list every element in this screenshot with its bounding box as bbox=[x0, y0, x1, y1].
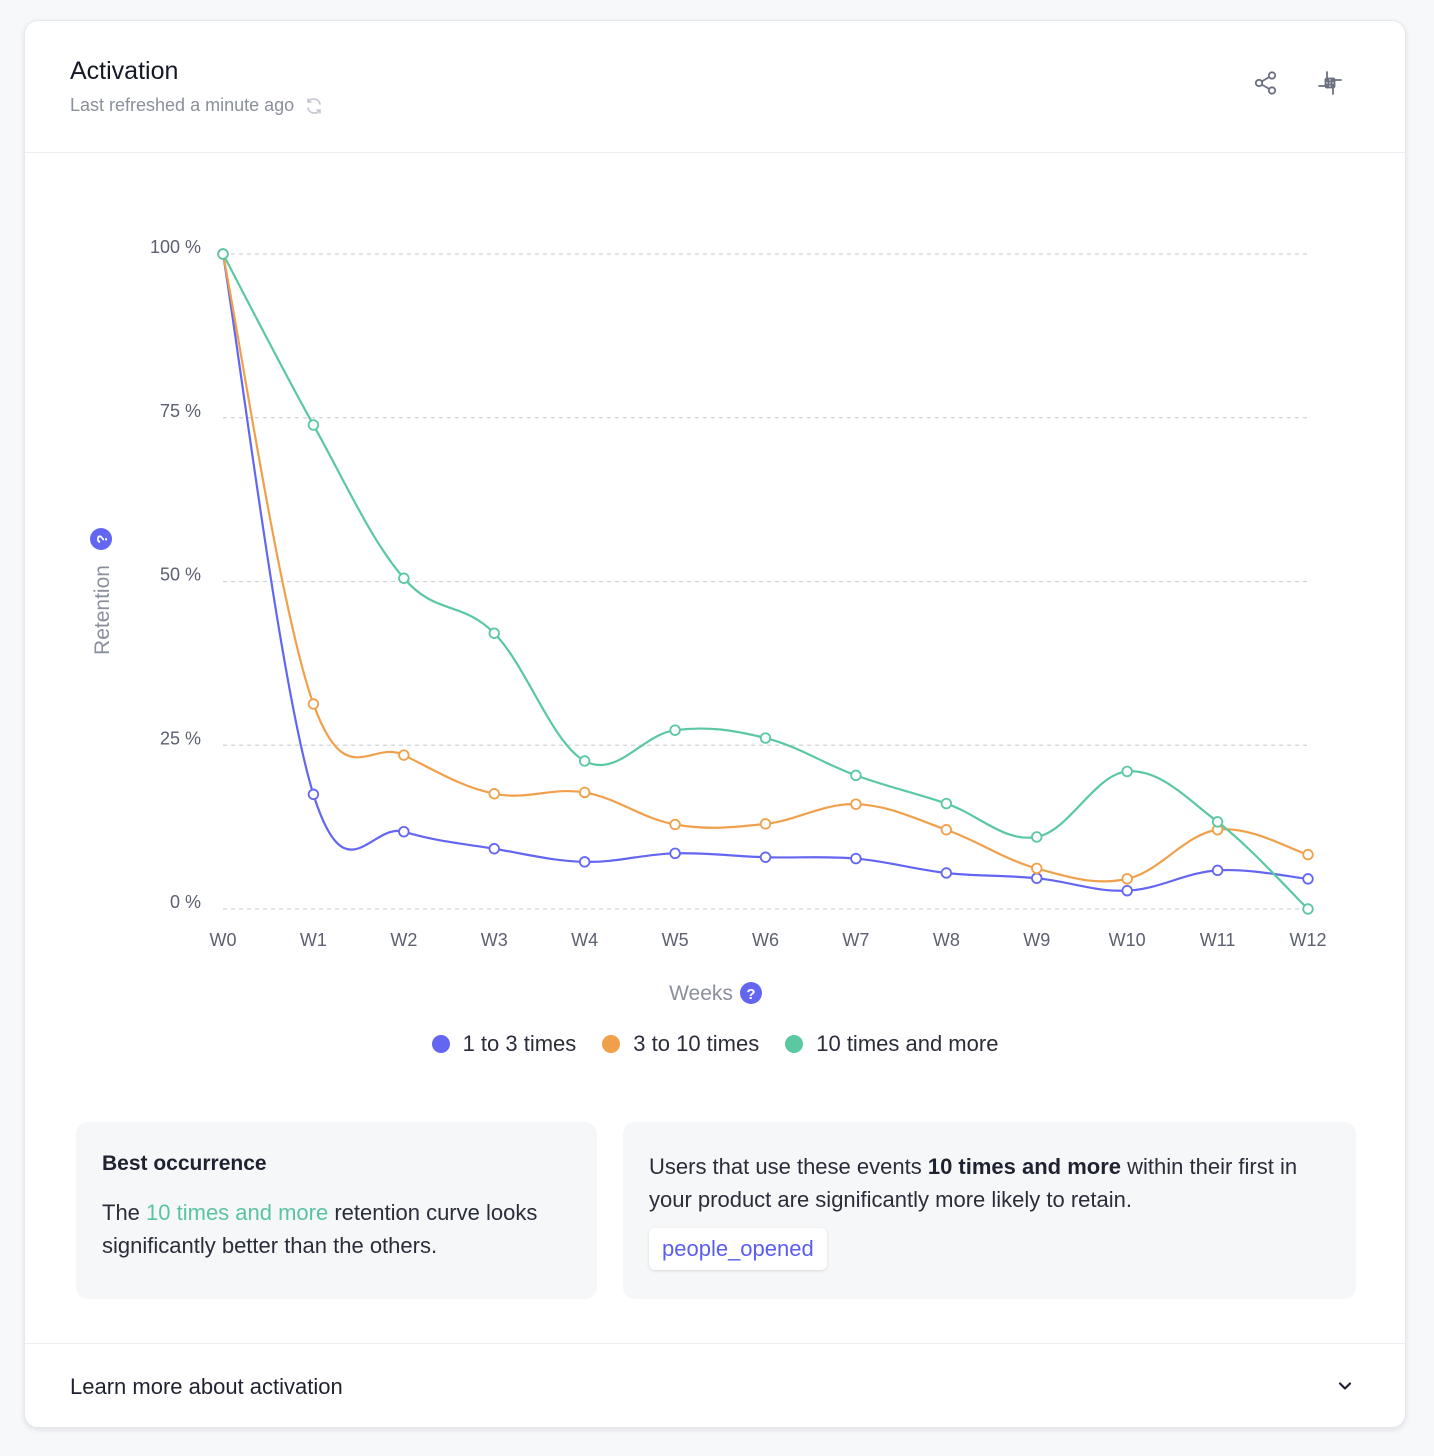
card-title: Activation bbox=[70, 57, 179, 85]
x-tick-label: W0 bbox=[210, 930, 237, 950]
data-point bbox=[1211, 816, 1224, 828]
help-icon: ? bbox=[740, 982, 762, 1004]
legend-label: 3 to 10 times bbox=[633, 1031, 760, 1056]
learn-more-label: Learn more about activation bbox=[70, 1374, 343, 1399]
y-axis-title: Retention bbox=[91, 565, 114, 655]
x-tick-label: W9 bbox=[1023, 930, 1050, 950]
share-button[interactable] bbox=[1250, 69, 1282, 101]
data-point bbox=[1121, 884, 1133, 897]
svg-text:?: ? bbox=[94, 534, 111, 543]
x-tick-label: W11 bbox=[1200, 930, 1236, 950]
data-point bbox=[1031, 862, 1043, 875]
data-point bbox=[488, 788, 500, 800]
y-tick-label: 25 % bbox=[160, 728, 201, 748]
last-refreshed-label: Last refreshed a minute ago bbox=[70, 95, 295, 115]
best-occurrence-text: The 10 times and more retention curve lo… bbox=[102, 1196, 571, 1262]
best-text-accent: 10 times and more bbox=[146, 1200, 329, 1225]
y-tick-label: 100 % bbox=[150, 237, 201, 257]
x-tick-label: W10 bbox=[1109, 930, 1146, 950]
data-point bbox=[940, 797, 953, 810]
svg-text:?: ? bbox=[746, 986, 755, 1003]
data-point bbox=[850, 769, 862, 782]
legend-label: 1 to 3 times bbox=[462, 1031, 577, 1056]
retention-chart: 0 % 25 % 50 % 75 % 100 % W0 W1 W2 W3 W4 W5 W6 W7 W8 W9… bbox=[25, 153, 1405, 1053]
data-point bbox=[307, 419, 320, 431]
x-tick-label: W1 bbox=[300, 930, 327, 950]
users-text-post: within their first in your product are s… bbox=[649, 1154, 1298, 1212]
data-point bbox=[1302, 848, 1314, 861]
legend-dot bbox=[602, 1035, 621, 1053]
retention-insight-panel: Users that use these events 10 times and… bbox=[623, 1122, 1356, 1299]
best-occurrence-panel: Best occurrence The 10 times and more re… bbox=[76, 1122, 597, 1299]
data-point bbox=[488, 627, 500, 639]
x-tick-label: W12 bbox=[1289, 930, 1326, 950]
activation-card: Activation Last refreshed a minute ago bbox=[24, 20, 1406, 1428]
data-point bbox=[578, 755, 591, 767]
last-refreshed-text: Last refreshed a minute ago bbox=[70, 95, 324, 116]
legend-item[interactable]: 3 to 10 times bbox=[602, 1031, 759, 1057]
x-tick-label: W5 bbox=[662, 930, 689, 950]
help-icon: ? bbox=[90, 528, 112, 550]
series-line bbox=[221, 253, 1309, 892]
legend-item[interactable]: 10 times and more bbox=[785, 1031, 998, 1057]
data-point bbox=[1031, 872, 1043, 884]
users-text-bold: 10 times and more bbox=[927, 1154, 1122, 1179]
data-point bbox=[578, 786, 591, 799]
series-line bbox=[221, 253, 1309, 883]
data-point bbox=[669, 818, 681, 831]
data-point bbox=[1302, 873, 1314, 885]
event-chip[interactable]: people_opened bbox=[649, 1228, 827, 1270]
data-point bbox=[578, 856, 591, 868]
legend-label: 10 times and more bbox=[816, 1031, 999, 1056]
data-point bbox=[669, 847, 681, 860]
retention-insight-text: Users that use these events 10 times and… bbox=[649, 1150, 1330, 1216]
data-point bbox=[669, 724, 681, 736]
data-point bbox=[398, 572, 410, 584]
data-point bbox=[1121, 765, 1133, 778]
learn-more-accordion[interactable]: Learn more about activation bbox=[25, 1343, 1405, 1427]
data-point bbox=[759, 851, 772, 863]
best-text-pre: The bbox=[102, 1200, 147, 1225]
x-tick-label: W2 bbox=[390, 930, 417, 950]
data-point bbox=[488, 843, 500, 855]
y-tick-label: 0 % bbox=[170, 892, 201, 912]
y-tick-label: 75 % bbox=[160, 401, 201, 421]
refresh-icon[interactable] bbox=[304, 96, 324, 116]
users-text-pre: Users that use these events bbox=[649, 1154, 928, 1179]
data-point bbox=[307, 788, 320, 801]
legend-item[interactable]: 1 to 3 times bbox=[431, 1031, 577, 1057]
legend-dot bbox=[785, 1035, 804, 1053]
best-occurrence-heading: Best occurrence bbox=[102, 1152, 267, 1175]
retention-chart-svg: 0 % 25 % 50 % 75 % 100 % W0 W1 W2 W3 W4 W5 W6 W7 W8 W9… bbox=[90, 237, 1327, 1005]
data-point bbox=[398, 749, 410, 761]
y-tick-label: 50 % bbox=[160, 565, 201, 585]
data-point bbox=[759, 818, 772, 830]
data-point bbox=[307, 698, 320, 710]
data-point bbox=[217, 248, 229, 260]
data-point bbox=[1031, 831, 1043, 843]
data-point bbox=[850, 798, 862, 810]
data-point bbox=[1121, 873, 1133, 885]
data-point bbox=[1302, 903, 1314, 915]
chart-legend: 1 to 3 times 3 to 10 times 10 times and mo… bbox=[25, 1031, 1405, 1057]
share-icon bbox=[1253, 70, 1279, 101]
slack-icon bbox=[1316, 69, 1344, 102]
x-tick-label: W8 bbox=[933, 930, 960, 950]
x-tick-label: W7 bbox=[842, 930, 869, 950]
x-tick-label: W3 bbox=[481, 930, 508, 950]
chevron-down-icon bbox=[1335, 1376, 1355, 1396]
data-point bbox=[1211, 864, 1224, 877]
data-point bbox=[940, 824, 953, 836]
card-header: Activation Last refreshed a minute ago bbox=[25, 21, 1405, 153]
x-tick-label: W6 bbox=[752, 930, 779, 950]
legend-dot bbox=[431, 1035, 450, 1053]
slack-button[interactable] bbox=[1314, 69, 1346, 101]
data-point bbox=[398, 826, 410, 838]
data-point bbox=[850, 852, 862, 865]
x-axis-title: Weeks bbox=[669, 982, 733, 1005]
data-point bbox=[759, 732, 772, 744]
best-text-post: retention curve looks significantly bett… bbox=[102, 1200, 538, 1258]
data-point bbox=[940, 867, 953, 879]
x-tick-label: W4 bbox=[571, 930, 598, 950]
